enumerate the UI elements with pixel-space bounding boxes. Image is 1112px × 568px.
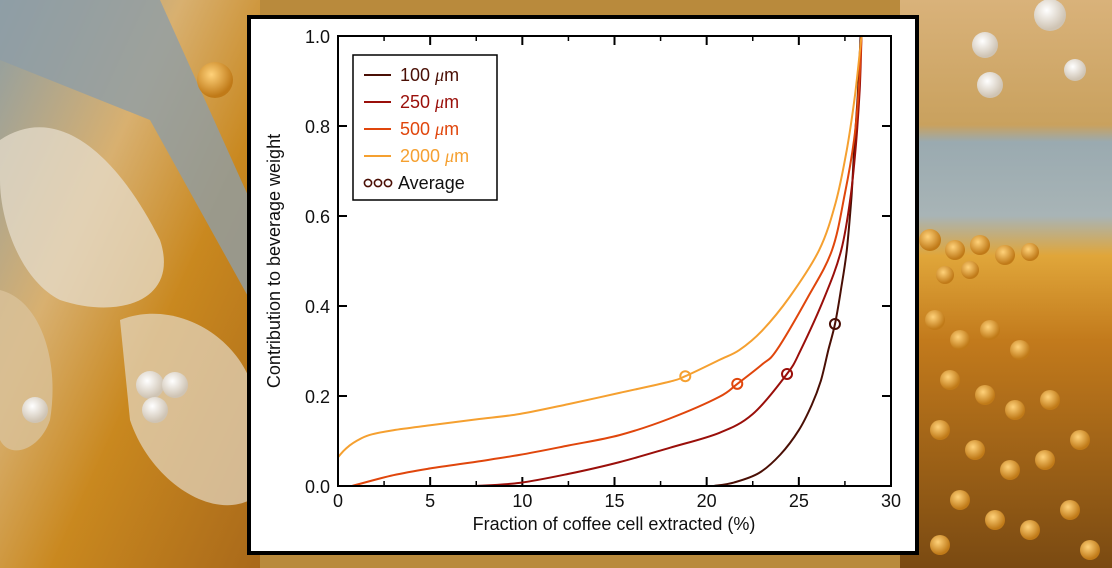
legend-label-2000-um: 2000 μm xyxy=(400,146,469,166)
legend-average-marker-1 xyxy=(363,178,373,188)
average-marker-500-um xyxy=(731,377,744,390)
x-axis-label: Fraction of coffee cell extracted (%) xyxy=(473,514,756,534)
series-line-2000-um xyxy=(337,35,863,458)
legend-average-label: Average xyxy=(398,173,465,193)
x-tick-label: 5 xyxy=(425,491,435,511)
average-marker-100-um xyxy=(828,318,841,330)
x-tick-label: 30 xyxy=(881,491,901,511)
y-tick-label: 0.0 xyxy=(305,477,330,497)
legend-label-500-um: 500 μm xyxy=(400,119,459,139)
y-tick-label: 0.8 xyxy=(305,117,330,137)
legend-average-marker-3 xyxy=(383,178,393,188)
y-tick-label: 1.0 xyxy=(305,27,330,47)
average-marker-250-um xyxy=(781,367,794,380)
curves-layer xyxy=(337,35,863,487)
average-markers-layer xyxy=(679,318,841,390)
legend-box xyxy=(352,54,498,201)
legend: 100 μm 250 μm 500 μm 2000 μm Average xyxy=(352,54,498,201)
x-tick-label: 15 xyxy=(604,491,624,511)
series-line-250-um xyxy=(474,35,863,487)
y-tick-label: 0.4 xyxy=(305,297,330,317)
legend-item-average: Average xyxy=(363,173,465,193)
plot-frame xyxy=(337,35,892,487)
legend-items: 100 μm 250 μm 500 μm 2000 μm xyxy=(364,65,469,166)
x-tick-label: 25 xyxy=(789,491,809,511)
series-line-500-um xyxy=(351,35,863,487)
y-tick-label: 0.2 xyxy=(305,387,330,407)
legend-label-100-um: 100 μm xyxy=(400,65,459,85)
x-tick-label: 20 xyxy=(697,491,717,511)
legend-label-250-um: 250 μm xyxy=(400,92,459,112)
x-tick-label: 0 xyxy=(333,491,343,511)
legend-average-marker-2 xyxy=(373,178,383,188)
y-tick-label: 0.6 xyxy=(305,207,330,227)
x-tick-label: 10 xyxy=(512,491,532,511)
y-axis-label: Contribution to beverage weight xyxy=(264,134,284,388)
average-marker-2000-um xyxy=(679,370,692,383)
